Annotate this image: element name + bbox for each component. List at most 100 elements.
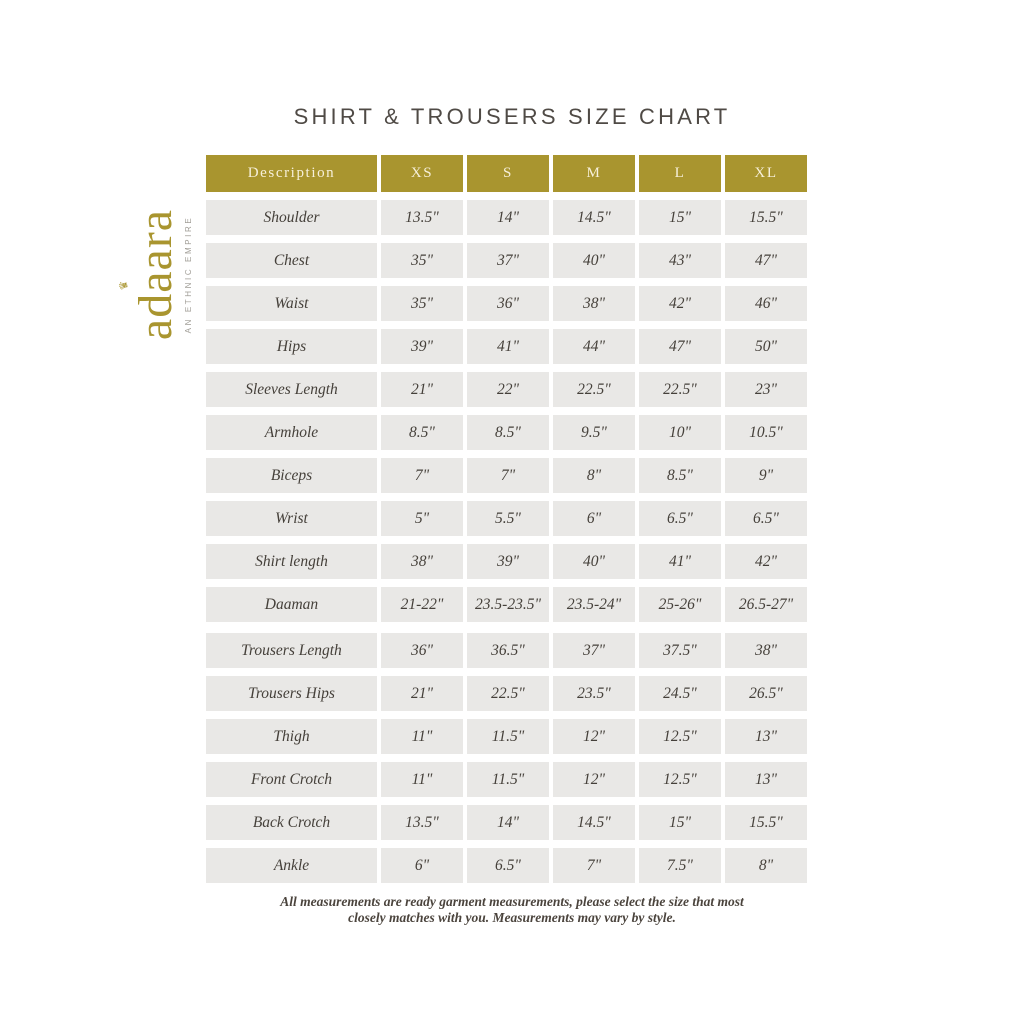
measurement-cell: 47" <box>639 329 721 364</box>
measurement-cell: 5" <box>381 501 463 536</box>
measurement-cell: 12" <box>553 762 635 797</box>
measurement-cell: 9.5" <box>553 415 635 450</box>
row-label: Shirt length <box>206 544 377 579</box>
table-header-row: Description XS S M L XL <box>206 155 807 192</box>
row-label: Wrist <box>206 501 377 536</box>
row-label: Ankle <box>206 848 377 883</box>
footer-note: All measurements are ready garment measu… <box>0 894 1024 925</box>
column-header-size: XL <box>725 155 807 192</box>
measurement-cell: 38" <box>553 286 635 321</box>
measurement-cell: 15.5" <box>725 805 807 840</box>
measurement-cell: 14.5" <box>553 200 635 235</box>
measurement-cell: 40" <box>553 544 635 579</box>
measurement-cell: 15" <box>639 200 721 235</box>
measurement-cell: 11.5" <box>467 762 549 797</box>
measurement-cell: 11.5" <box>467 719 549 754</box>
measurement-cell: 25-26" <box>639 587 721 622</box>
measurement-cell: 35" <box>381 286 463 321</box>
measurement-cell: 12" <box>553 719 635 754</box>
measurement-cell: 39" <box>381 329 463 364</box>
measurement-cell: 38" <box>381 544 463 579</box>
brand-name: ada ♛ ara <box>117 209 183 340</box>
measurement-cell: 36" <box>381 633 463 668</box>
size-table: Description XS S M L XL Shoulder 13.5" 14" 14.5"… <box>206 155 807 883</box>
measurement-cell: 15.5" <box>725 200 807 235</box>
measurement-cell: 7.5" <box>639 848 721 883</box>
measurement-cell: 11" <box>381 719 463 754</box>
measurement-cell: 37" <box>553 633 635 668</box>
measurement-cell: 13.5" <box>381 200 463 235</box>
row-label: Armhole <box>206 415 377 450</box>
measurement-cell: 12.5" <box>639 719 721 754</box>
row-label: Shoulder <box>206 200 377 235</box>
measurement-cell: 23" <box>725 372 807 407</box>
measurement-cell: 15" <box>639 805 721 840</box>
measurement-cell: 14" <box>467 200 549 235</box>
measurement-cell: 26.5" <box>725 676 807 711</box>
measurement-cell: 5.5" <box>467 501 549 536</box>
column-header-size: L <box>639 155 721 192</box>
measurement-cell: 13" <box>725 762 807 797</box>
measurement-cell: 38" <box>725 633 807 668</box>
measurement-cell: 43" <box>639 243 721 278</box>
measurement-cell: 6.5" <box>467 848 549 883</box>
measurement-cell: 39" <box>467 544 549 579</box>
column-header-description: Description <box>206 155 377 192</box>
table-row: Wrist 5" 5.5" 6" 6.5" 6.5" <box>206 501 807 536</box>
measurement-cell: 46" <box>725 286 807 321</box>
measurement-cell: 47" <box>725 243 807 278</box>
table-row: Ankle 6" 6.5" 7" 7.5" 8" <box>206 848 807 883</box>
column-header-size: S <box>467 155 549 192</box>
measurement-cell: 7" <box>381 458 463 493</box>
table-row: Waist 35" 36" 38" 42" 46" <box>206 286 807 321</box>
row-label: Sleeves Length <box>206 372 377 407</box>
table-row: Sleeves Length 21" 22" 22.5" 22.5" 23" <box>206 372 807 407</box>
row-label: Back Crotch <box>206 805 377 840</box>
measurement-cell: 35" <box>381 243 463 278</box>
measurement-cell: 14" <box>467 805 549 840</box>
measurement-cell: 26.5-27" <box>725 587 807 622</box>
measurement-cell: 13.5" <box>381 805 463 840</box>
table-row: Shoulder 13.5" 14" 14.5" 15" 15.5" <box>206 200 807 235</box>
measurement-cell: 11" <box>381 762 463 797</box>
footer-note-line1: All measurements are ready garment measu… <box>280 894 744 909</box>
measurement-cell: 22.5" <box>467 676 549 711</box>
brand-tagline: AN ETHNIC EMPIRE <box>184 215 194 334</box>
measurement-cell: 22.5" <box>553 372 635 407</box>
measurement-cell: 41" <box>639 544 721 579</box>
table-row: Trousers Length 36" 36.5" 37" 37.5" 38" <box>206 633 807 668</box>
measurement-cell: 6.5" <box>639 501 721 536</box>
row-label: Trousers Hips <box>206 676 377 711</box>
measurement-cell: 8" <box>725 848 807 883</box>
table-row: Trousers Hips 21" 22.5" 23.5" 24.5" 26.5" <box>206 676 807 711</box>
measurement-cell: 23.5-23.5" <box>467 587 549 622</box>
row-label: Chest <box>206 243 377 278</box>
measurement-cell: 21-22" <box>381 587 463 622</box>
brand-logo-rotated: ada ♛ ara AN ETHNIC EMPIRE <box>117 209 194 340</box>
brand-name-crowned-letter: a ♛ <box>117 270 183 293</box>
row-label: Trousers Length <box>206 633 377 668</box>
measurement-cell: 40" <box>553 243 635 278</box>
table-row: Chest 35" 37" 40" 43" 47" <box>206 243 807 278</box>
measurement-cell: 8" <box>553 458 635 493</box>
row-label: Hips <box>206 329 377 364</box>
measurement-cell: 22.5" <box>639 372 721 407</box>
measurement-cell: 6" <box>381 848 463 883</box>
measurement-cell: 37.5" <box>639 633 721 668</box>
row-label: Daaman <box>206 587 377 622</box>
measurement-cell: 23.5-24" <box>553 587 635 622</box>
measurement-cell: 50" <box>725 329 807 364</box>
column-header-size: M <box>553 155 635 192</box>
table-row: Armhole 8.5" 8.5" 9.5" 10" 10.5" <box>206 415 807 450</box>
row-label: Front Crotch <box>206 762 377 797</box>
table-row: Hips 39" 41" 44" 47" 50" <box>206 329 807 364</box>
measurement-cell: 13" <box>725 719 807 754</box>
measurement-cell: 36.5" <box>467 633 549 668</box>
measurement-cell: 8.5" <box>467 415 549 450</box>
measurement-cell: 6" <box>553 501 635 536</box>
measurement-cell: 12.5" <box>639 762 721 797</box>
measurement-cell: 22" <box>467 372 549 407</box>
measurement-cell: 21" <box>381 372 463 407</box>
measurement-cell: 14.5" <box>553 805 635 840</box>
